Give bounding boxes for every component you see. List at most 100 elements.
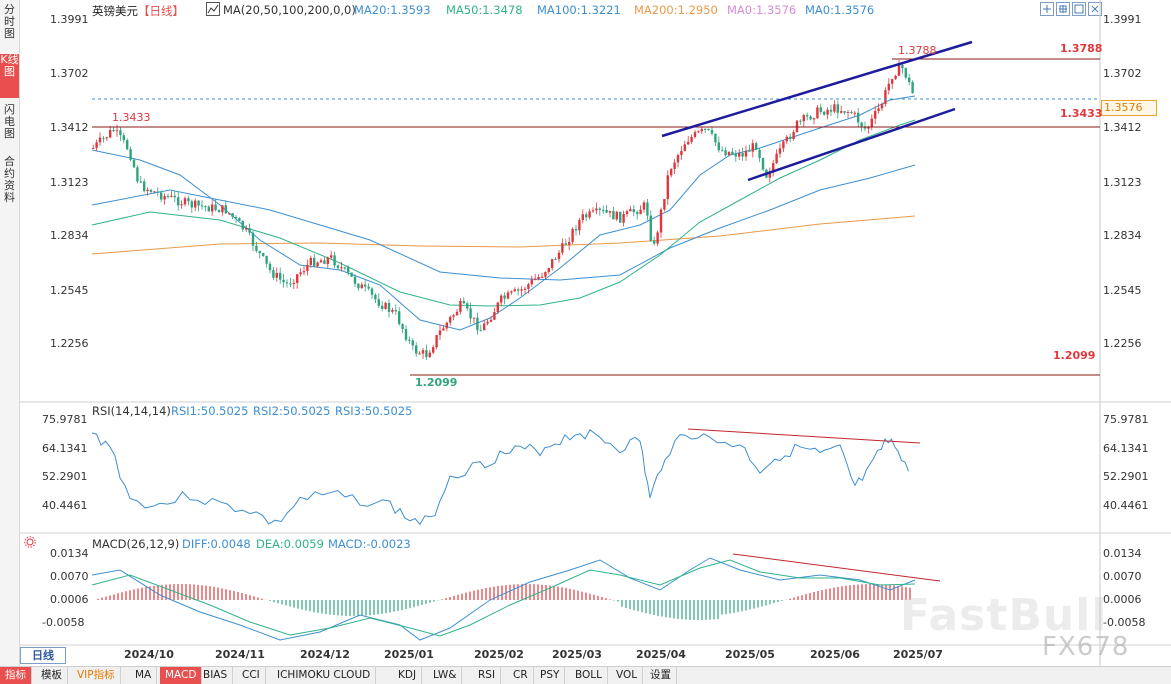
tab-boll[interactable]: BOLL (570, 667, 608, 684)
tab-lw[interactable]: LW& (428, 667, 463, 684)
candle-body (649, 215, 652, 241)
macd-diff-line (91, 557, 916, 641)
tab-kline[interactable]: K线图 (0, 54, 19, 98)
tab-cr[interactable]: CR (508, 667, 534, 684)
indicator-toggle-icon[interactable] (206, 2, 220, 19)
candle-body (806, 115, 809, 117)
candle-body (326, 257, 329, 264)
macd-tick: 0.0006 (1103, 593, 1142, 606)
candle-body (500, 295, 503, 303)
tab-settings[interactable]: 设置 (645, 667, 677, 684)
candle-body (568, 241, 571, 245)
price-tick: 1.2834 (1103, 229, 1142, 242)
candle-body (513, 289, 516, 292)
close-icon[interactable] (1088, 2, 1102, 16)
tab-ichimoku-cloud[interactable]: ICHIMOKU CLOUD (272, 667, 377, 684)
kline-chart[interactable] (20, 0, 1171, 666)
price-tick: 1.2256 (1103, 337, 1142, 350)
candle-body (506, 292, 510, 299)
tab-indicators[interactable]: 指标 (0, 667, 32, 684)
candle-body (741, 153, 744, 157)
tab-vol[interactable]: VOL (611, 667, 644, 684)
candle-body (755, 143, 758, 150)
candle-body (673, 162, 676, 170)
candle-body (377, 299, 380, 306)
tab-psy[interactable]: PSY (535, 667, 566, 684)
candle-body (870, 118, 873, 127)
candle-body (466, 303, 469, 309)
candle-body (109, 130, 112, 138)
zoom-in-icon[interactable] (1040, 2, 1054, 16)
tab-flash[interactable]: 闪电图 (4, 103, 15, 140)
price-tick: 1.2545 (1103, 284, 1142, 297)
tab-templates[interactable]: 模板 (36, 667, 68, 684)
candle-body (292, 282, 295, 285)
candle-body (540, 276, 544, 278)
candle-body (670, 169, 673, 176)
candle-body (173, 195, 176, 198)
tab-timeshare[interactable]: 分时图 (4, 3, 15, 40)
ma200-value: MA200:1.2950 (634, 3, 718, 17)
tab-rsi[interactable]: RSI (473, 667, 502, 684)
candle-body (523, 288, 527, 290)
candle-body (279, 272, 282, 280)
x-tick: 2024/11 (215, 648, 265, 661)
candle-body (112, 130, 115, 132)
candle-body (207, 206, 210, 212)
candle-body (479, 330, 482, 332)
tab-kdj[interactable]: KDJ (393, 667, 423, 684)
candle-body (146, 189, 149, 192)
candle-body (530, 279, 533, 285)
candle-body (231, 213, 234, 217)
x-tick: 2025/01 (384, 648, 434, 661)
tab-bias[interactable]: BIAS (198, 667, 234, 684)
candle-body (194, 200, 197, 208)
maximize-icon[interactable] (1072, 2, 1086, 16)
candle-body (748, 150, 751, 152)
macd-label: MACD(26,12,9) (92, 537, 180, 551)
candle-body (211, 204, 214, 212)
candle-body (323, 260, 326, 264)
candle-body (360, 284, 363, 289)
chart-area[interactable]: 英镑美元【日线】 MA(20,50,100,200,0,0) MA20:1.35… (20, 0, 1171, 683)
period-selector[interactable]: 日线 (20, 647, 66, 664)
candle-body (520, 289, 523, 291)
candle-body (727, 151, 731, 156)
watermark-fastbull: FastBull (900, 590, 1108, 641)
candle-body (248, 228, 251, 233)
candle-body (364, 284, 367, 287)
ma200-line (91, 215, 916, 255)
candle-body (761, 158, 765, 170)
x-tick: 2025/03 (552, 648, 602, 661)
ma-label: MA(20,50,100,200,0,0) (223, 3, 356, 17)
rsi-tick: 64.1341 (1103, 442, 1149, 455)
ma20-value: MA20:1.3593 (354, 3, 431, 17)
tab-contract-info[interactable]: 合约资料 (4, 155, 15, 204)
ma0-value: MA0:1.3576 (727, 3, 797, 17)
candle-body (340, 267, 343, 269)
candle-body (656, 232, 659, 244)
candle-body (527, 284, 530, 289)
candle-body (843, 111, 846, 113)
candle-body (224, 205, 227, 214)
candle-body (608, 210, 612, 213)
macd-settings-icon[interactable] (24, 536, 36, 551)
candle-body (663, 199, 666, 210)
candle-body (408, 339, 411, 341)
tab-vip-indicators[interactable]: VIP指标 (72, 667, 121, 684)
rsi3-value: RSI3:50.5025 (335, 404, 413, 418)
tab-macd[interactable]: MACD (160, 667, 203, 684)
candle-body (768, 172, 771, 178)
tab-cci[interactable]: CCI (237, 667, 266, 684)
price-tick-left: 1.3991 (50, 13, 89, 26)
macd-value: MACD:-0.0023 (328, 537, 411, 551)
candle-body (571, 229, 574, 242)
price-tick-left: 1.3702 (50, 67, 89, 80)
x-tick: 2024/12 (300, 648, 350, 661)
zoom-out-icon[interactable] (1056, 2, 1070, 16)
annotation-high-left: 1.3433 (112, 111, 151, 124)
price-tick: 1.3991 (1103, 13, 1142, 26)
candle-body (829, 109, 833, 112)
candle-body (452, 315, 455, 317)
tab-ma[interactable]: MA (130, 667, 158, 684)
